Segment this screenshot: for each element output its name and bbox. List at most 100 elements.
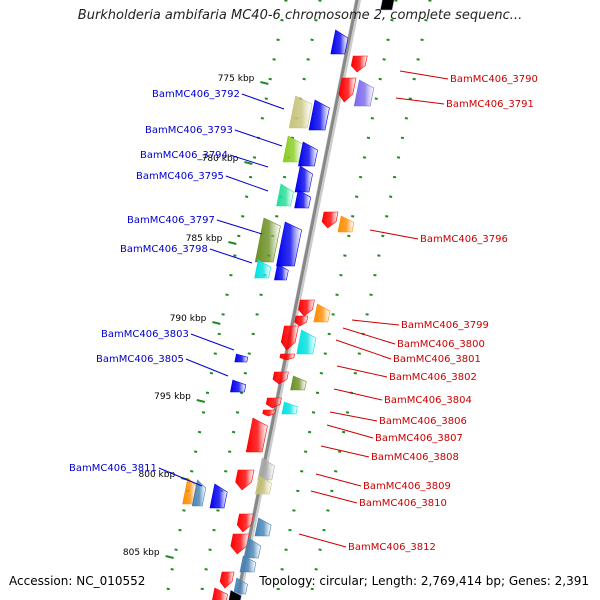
gene-label-left[interactable]: BamMC406_3792 xyxy=(152,89,240,100)
label-leader-line xyxy=(342,327,396,345)
gene-label-right[interactable]: BamMC406_3812 xyxy=(348,542,436,553)
gene-label-right[interactable]: BamMC406_3790 xyxy=(450,74,538,85)
label-leader-line xyxy=(209,248,253,264)
gene-label-left[interactable]: BamMC406_3798 xyxy=(120,244,208,255)
gene-arrow[interactable] xyxy=(281,401,298,415)
gene-arrow[interactable] xyxy=(257,457,275,481)
gene-arrow[interactable] xyxy=(296,329,317,355)
gene-arrow[interactable] xyxy=(254,259,272,279)
gene-arrow[interactable] xyxy=(230,533,250,555)
gene-arrow[interactable] xyxy=(350,55,368,73)
label-leader-line xyxy=(225,175,269,192)
label-leader-line xyxy=(241,93,285,110)
gene-arrow[interactable] xyxy=(236,513,254,533)
label-leader-line xyxy=(298,533,347,548)
gene-arrow[interactable] xyxy=(338,77,357,103)
gene-arrow[interactable] xyxy=(294,315,309,327)
gene-label-left[interactable]: BamMC406_3803 xyxy=(101,329,189,340)
gene-label-left[interactable]: BamMC406_3794 xyxy=(140,150,228,161)
gene-arrow[interactable] xyxy=(209,483,228,509)
label-leader-line xyxy=(329,411,378,422)
label-leader-line xyxy=(395,97,445,105)
label-leader-line xyxy=(336,365,388,378)
gene-arrow[interactable] xyxy=(330,29,349,55)
gene-arrow[interactable] xyxy=(254,217,281,263)
gene-label-right[interactable]: BamMC406_3801 xyxy=(393,354,481,365)
gene-arrow[interactable] xyxy=(288,95,313,129)
gene-arrow[interactable] xyxy=(294,165,313,193)
gene-arrow[interactable] xyxy=(276,183,294,207)
label-leader-line xyxy=(351,319,400,326)
gene-arrow[interactable] xyxy=(230,379,247,393)
gene-arrow[interactable] xyxy=(233,577,248,595)
topology-label: Topology: circular; Length: 2,769,414 bp… xyxy=(257,574,591,588)
gene-label-right[interactable]: BamMC406_3807 xyxy=(375,433,463,444)
gene-arrow[interactable] xyxy=(321,211,339,229)
gene-label-right[interactable]: BamMC406_3802 xyxy=(389,372,477,383)
scale-tick-label: 775 kbp xyxy=(218,74,255,84)
gene-arrow[interactable] xyxy=(294,189,312,209)
gene-label-right[interactable]: BamMC406_3810 xyxy=(359,498,447,509)
gene-arrow[interactable] xyxy=(235,469,255,491)
gene-arrow[interactable] xyxy=(234,353,249,363)
label-leader-line xyxy=(216,219,263,235)
scale-tick-label: 805 kbp xyxy=(123,548,160,558)
gene-label-right[interactable]: BamMC406_3791 xyxy=(446,99,534,110)
label-leader-line xyxy=(399,70,449,80)
gene-arrow[interactable] xyxy=(254,517,272,537)
scale-tick-label: 785 kbp xyxy=(186,234,223,244)
gene-arrow[interactable] xyxy=(262,409,276,417)
gene-arrow[interactable] xyxy=(276,221,302,267)
label-leader-line xyxy=(229,154,269,168)
gene-arrow[interactable] xyxy=(191,479,207,507)
label-leader-line xyxy=(320,445,370,458)
gene-label-right[interactable]: BamMC406_3804 xyxy=(384,395,472,406)
gene-arrow[interactable] xyxy=(244,537,262,559)
label-leader-line xyxy=(185,358,229,377)
label-leader-line xyxy=(335,339,392,360)
gene-arrow[interactable] xyxy=(245,417,268,453)
label-leader-line xyxy=(326,424,374,439)
gene-arrow[interactable] xyxy=(308,99,330,131)
gene-arrow[interactable] xyxy=(313,303,331,323)
gene-arrow[interactable] xyxy=(239,555,257,573)
gene-label-left[interactable]: BamMC406_3795 xyxy=(136,171,224,182)
gene-arrow[interactable] xyxy=(279,353,295,361)
gene-label-left[interactable]: BamMC406_3811 xyxy=(69,463,157,474)
gene-arrow[interactable] xyxy=(282,135,303,163)
scale-tick xyxy=(228,241,237,245)
gene-arrow[interactable] xyxy=(219,571,235,589)
gene-arrow[interactable] xyxy=(228,589,242,600)
label-leader-line xyxy=(310,490,358,504)
gene-arrow[interactable] xyxy=(379,0,395,11)
gene-arrow[interactable] xyxy=(353,79,375,107)
scale-tick xyxy=(165,555,174,559)
gene-label-right[interactable]: BamMC406_3796 xyxy=(420,234,508,245)
gene-arrow[interactable] xyxy=(255,475,272,495)
gene-label-right[interactable]: BamMC406_3808 xyxy=(371,452,459,463)
gene-label-right[interactable]: BamMC406_3806 xyxy=(379,416,467,427)
scale-tick xyxy=(244,161,253,165)
gene-label-right[interactable]: BamMC406_3809 xyxy=(363,481,451,492)
gene-label-right[interactable]: BamMC406_3799 xyxy=(401,320,489,331)
gene-label-left[interactable]: BamMC406_3797 xyxy=(127,215,215,226)
gene-arrow[interactable] xyxy=(274,263,289,281)
gene-arrow[interactable] xyxy=(265,397,282,409)
gene-arrow[interactable] xyxy=(298,141,318,167)
gene-label-right[interactable]: BamMC406_3800 xyxy=(397,339,485,350)
gene-arrow[interactable] xyxy=(212,587,228,600)
label-leader-line xyxy=(369,229,419,240)
label-leader-line xyxy=(158,467,203,487)
gene-arrow[interactable] xyxy=(298,299,315,317)
gene-arrow[interactable] xyxy=(290,375,307,391)
gene-arrow[interactable] xyxy=(337,215,355,233)
accession-label: Accession: NC_010552 xyxy=(9,574,146,588)
label-leader-line xyxy=(234,129,283,147)
label-leader-line xyxy=(333,388,383,401)
gene-arrow[interactable] xyxy=(272,371,289,385)
gene-arrow[interactable] xyxy=(280,325,299,351)
gene-label-left[interactable]: BamMC406_3805 xyxy=(96,354,184,365)
scale-tick-label: 795 kbp xyxy=(154,392,191,402)
gene-label-left[interactable]: BamMC406_3793 xyxy=(145,125,233,136)
